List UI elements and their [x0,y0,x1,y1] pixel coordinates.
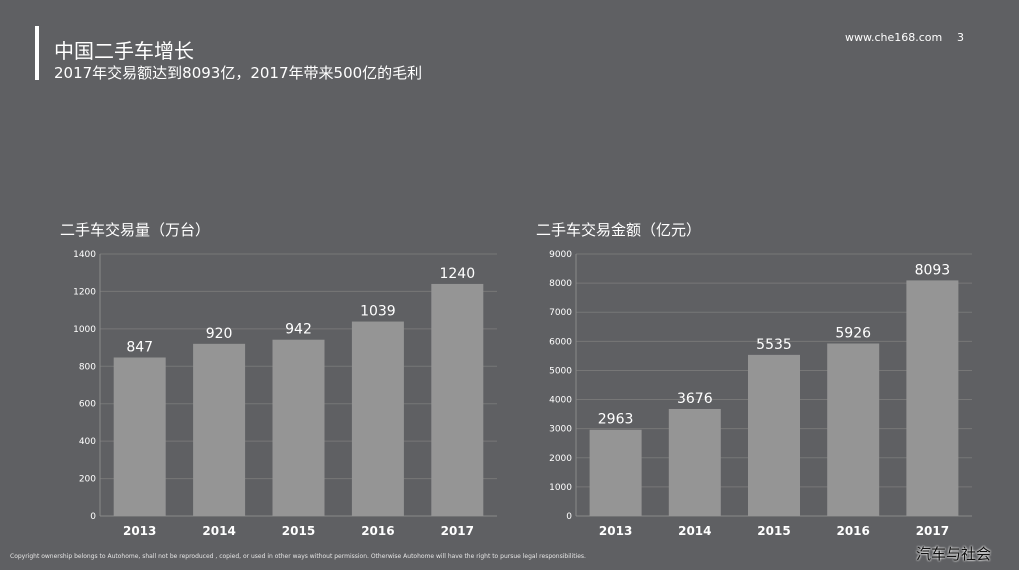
value-x-tick-label: 2015 [757,524,790,538]
value-y-tick-label: 4000 [549,396,572,406]
volume-bar-2014 [193,343,246,516]
volume-x-tick-label: 2016 [361,524,394,538]
volume-y-tick-label: 600 [79,400,96,410]
value-x-tick-label: 2017 [916,524,949,538]
value-bar-2014 [668,408,721,516]
copyright-notice: Copyright ownership belongs to Autohome,… [10,553,586,560]
value-bar-2016 [827,343,880,516]
volume-x-tick-label: 2017 [441,524,474,538]
value-y-tick-label: 7000 [549,308,572,318]
volume-y-tick-label: 0 [90,512,96,522]
volume-x-tick-label: 2015 [282,524,315,538]
volume-bar-2015 [272,339,325,516]
value-y-tick-label: 1000 [549,483,572,493]
value-y-tick-label: 5000 [549,366,572,376]
value-data-label-2014: 3676 [677,391,713,407]
volume-y-tick-label: 200 [79,475,96,485]
value-x-tick-label: 2014 [678,524,711,538]
volume-y-tick-label: 1000 [73,325,96,335]
value-x-tick-label: 2016 [836,524,869,538]
volume-y-tick-label: 1400 [73,250,96,260]
volume-x-tick-label: 2014 [202,524,235,538]
value-y-tick-label: 2000 [549,454,572,464]
value-y-tick-label: 8000 [549,279,572,289]
value-bar-2013 [589,429,642,516]
volume-bar-2017 [431,283,484,516]
volume-data-label-2016: 1039 [360,304,396,320]
title-accent-bar [35,26,39,80]
chart-title-value: 二手车交易金额（亿元） [536,221,702,239]
volume-data-label-2014: 920 [206,326,233,342]
value-data-label-2017: 8093 [915,262,951,278]
volume-data-label-2015: 942 [285,322,312,338]
value-data-label-2013: 2963 [598,412,634,428]
page-number: 3 [957,31,964,44]
page-title: 中国二手车增长 [54,39,194,63]
value-y-tick-label: 6000 [549,337,572,347]
volume-data-label-2017: 1240 [439,266,475,282]
chart-title-volume: 二手车交易量（万台） [60,221,211,239]
volume-bar-2013 [113,357,166,516]
value-x-tick-label: 2013 [599,524,632,538]
volume-x-tick-label: 2013 [123,524,156,538]
value-y-tick-label: 3000 [549,425,572,435]
page-subtitle: 2017年交易额达到8093亿，2017年带来500亿的毛利 [54,64,423,82]
volume-y-tick-label: 400 [79,437,96,447]
value-data-label-2016: 5926 [835,325,871,341]
volume-data-label-2013: 847 [126,339,153,355]
value-y-tick-label: 9000 [549,250,572,260]
value-bar-2015 [748,354,800,516]
watermark: 汽车与社会 [916,545,992,563]
value-y-tick-label: 0 [566,512,572,522]
volume-y-tick-label: 1200 [73,287,96,297]
value-bar-2017 [906,280,959,516]
volume-y-tick-label: 800 [79,362,96,372]
volume-bar-2016 [351,321,404,516]
site-url: www.che168.com [845,31,943,44]
value-data-label-2015: 5535 [756,337,792,353]
